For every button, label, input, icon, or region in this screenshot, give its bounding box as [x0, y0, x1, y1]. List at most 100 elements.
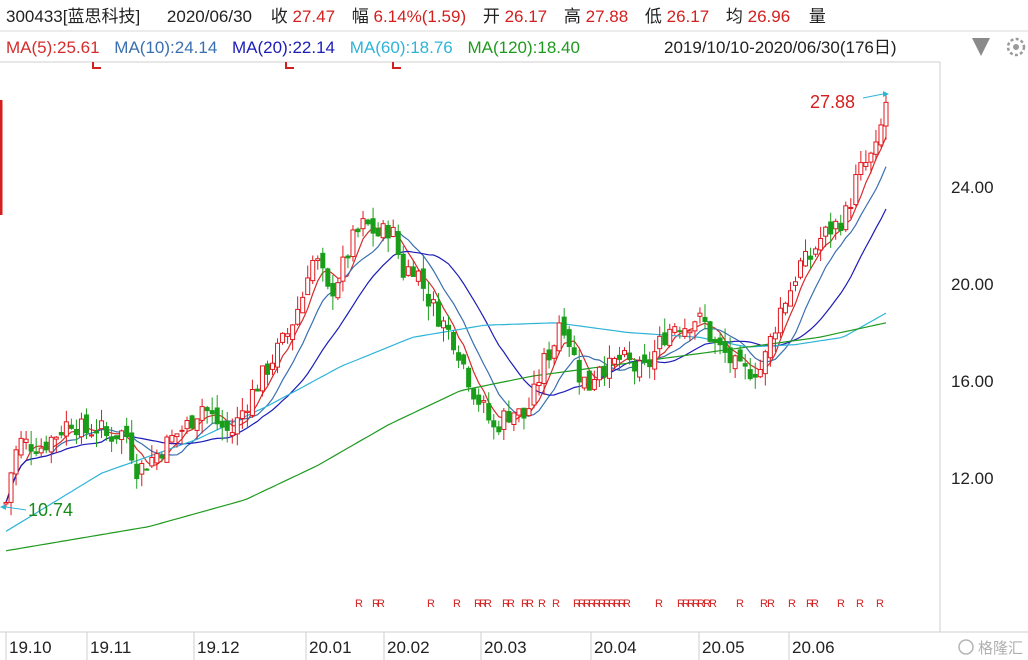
candle-body: [576, 359, 582, 383]
candle-body: [506, 410, 512, 423]
candle-body: [556, 322, 562, 352]
candle: [762, 349, 768, 386]
candle-body: [73, 428, 79, 436]
candle: [169, 429, 175, 444]
high-annotation: 27.88: [810, 92, 855, 112]
candle-body: [526, 408, 532, 417]
candle-body: [466, 367, 472, 388]
split-marker: [92, 62, 101, 69]
r-marker: R: [573, 598, 581, 610]
r-marker: R: [703, 598, 711, 610]
candle: [73, 419, 79, 445]
r-marker: R: [788, 598, 796, 610]
candle: [672, 323, 678, 335]
candle: [772, 326, 778, 352]
candle-body: [315, 258, 321, 262]
candle-body: [551, 345, 557, 359]
candle: [285, 327, 291, 344]
candle-body: [139, 463, 145, 475]
x-tick-label: 20.06: [792, 638, 835, 657]
candle: [295, 296, 301, 326]
candle-body: [848, 206, 854, 209]
candle: [586, 370, 592, 391]
candle-body: [491, 420, 497, 428]
candle: [345, 254, 351, 269]
candle: [199, 398, 205, 434]
candle-body: [606, 357, 612, 379]
candle: [707, 320, 713, 344]
candle-body: [129, 432, 135, 461]
candle-body: [476, 394, 482, 405]
candle-body: [596, 366, 602, 381]
candle: [531, 370, 537, 409]
candle: [798, 257, 804, 280]
candle-body: [154, 453, 160, 464]
candle-body: [385, 224, 391, 239]
candle: [581, 376, 587, 391]
header-info: 300433[蓝思科技] 2020/06/30 收 27.47 幅 6.14%(…: [6, 7, 826, 26]
candle-body: [667, 328, 673, 346]
candle: [596, 365, 602, 387]
candle-body: [164, 436, 170, 463]
candle-body: [350, 229, 356, 258]
candle-body: [712, 339, 718, 344]
open-label: 开: [483, 7, 500, 26]
candle: [662, 318, 668, 347]
candle-body: [270, 362, 276, 370]
candle: [722, 328, 728, 363]
candle: [264, 360, 270, 386]
candle-body: [823, 226, 829, 237]
r-marker: R: [588, 598, 596, 610]
r-marker: R: [583, 598, 591, 610]
candle: [254, 384, 260, 392]
candle: [83, 408, 89, 440]
candle: [652, 339, 658, 380]
candle-body: [58, 432, 64, 436]
candle-body: [777, 307, 783, 334]
candle-body: [375, 228, 381, 237]
candle-body: [873, 141, 879, 155]
r-marker: R: [623, 598, 631, 610]
x-tick-label: 20.01: [309, 638, 352, 657]
candle: [677, 326, 683, 339]
candle: [214, 395, 220, 430]
candle-body: [405, 266, 411, 276]
candle: [420, 254, 426, 302]
candle-body: [335, 282, 341, 299]
moving-average-lines: [5, 136, 887, 552]
candle-body: [104, 426, 110, 437]
candle-body: [229, 432, 235, 437]
candle-body: [209, 410, 215, 415]
candle-body: [878, 124, 884, 146]
candle: [712, 336, 718, 355]
dropdown-arrow-icon[interactable]: [972, 38, 990, 56]
candle: [320, 247, 326, 282]
candle-body: [722, 341, 728, 353]
r-marker: R: [427, 598, 435, 610]
settings-icon[interactable]: [1006, 37, 1026, 57]
ma5-label: MA(5):25.61: [6, 38, 100, 57]
candle-body: [415, 270, 421, 282]
candle-body: [717, 337, 723, 346]
candle: [8, 471, 14, 516]
candle-body: [43, 441, 49, 451]
candle-body: [787, 290, 793, 307]
candle-body: [471, 388, 477, 400]
candle: [747, 357, 753, 381]
candle-body: [33, 451, 39, 454]
candle-body: [174, 433, 180, 438]
r-marker: R: [677, 598, 685, 610]
candle: [838, 214, 844, 236]
candle-body: [204, 407, 210, 412]
candle-body: [425, 293, 431, 307]
candle: [340, 245, 346, 292]
candle: [803, 239, 809, 267]
candle: [687, 329, 693, 342]
r-marker: R: [502, 598, 510, 610]
candle: [415, 269, 421, 286]
avg-label: 均: [726, 7, 743, 26]
candle-body: [159, 454, 165, 459]
candle: [692, 320, 698, 340]
candle-body: [38, 447, 44, 454]
